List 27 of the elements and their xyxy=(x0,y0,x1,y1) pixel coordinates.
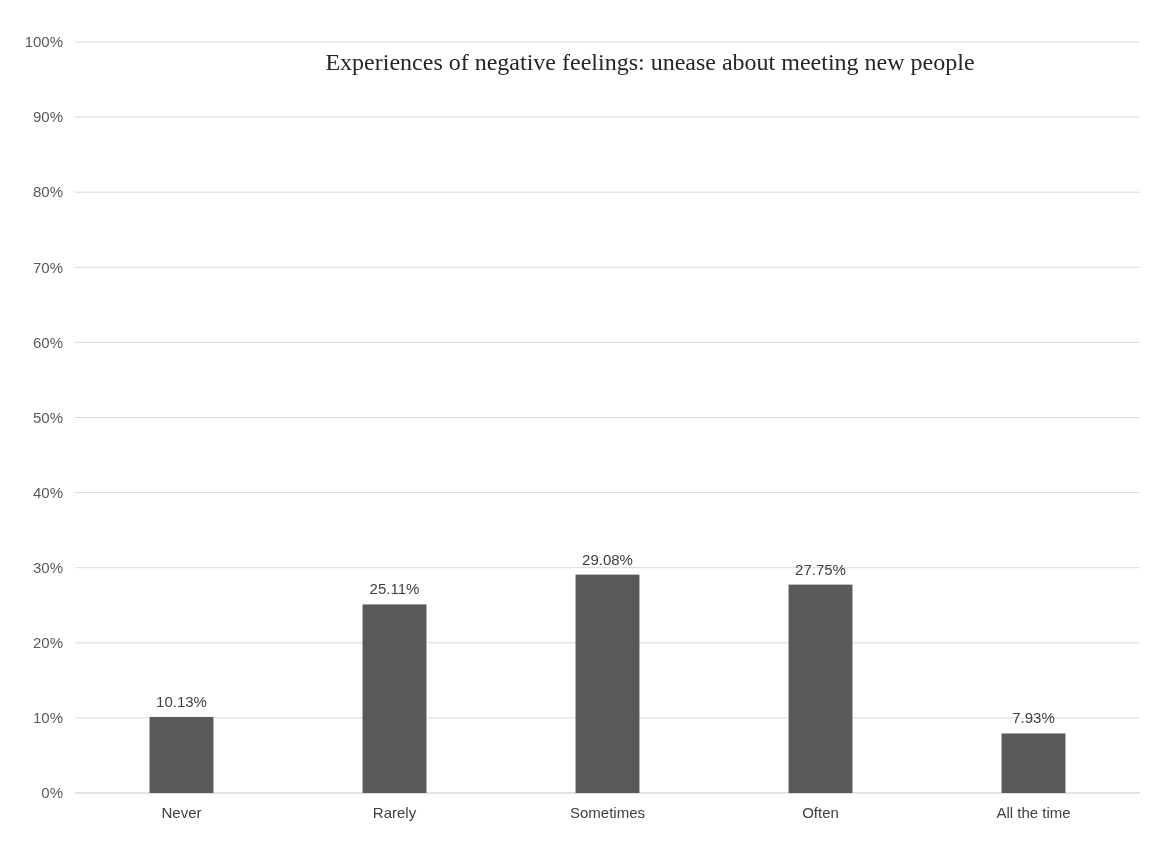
data-label: 7.93% xyxy=(1012,709,1055,727)
x-tick-label: Sometimes xyxy=(569,804,646,821)
bar xyxy=(1001,733,1066,793)
data-label: 27.75% xyxy=(795,560,846,578)
y-tick-label: 90% xyxy=(32,108,63,126)
chart-title: Experiences of negative feelings: unease about meeting new people xyxy=(325,49,975,75)
y-tick-label: 10% xyxy=(32,709,63,727)
x-tick-label: Never xyxy=(161,804,202,821)
y-tick-label: 50% xyxy=(32,408,63,426)
data-label: 10.13% xyxy=(156,692,207,710)
y-tick-label: 20% xyxy=(32,634,63,652)
y-tick-label: 70% xyxy=(32,258,63,276)
y-tick-label: 100% xyxy=(24,33,63,51)
data-label: 29.08% xyxy=(582,550,633,568)
bar xyxy=(575,574,640,793)
bar xyxy=(149,716,214,793)
bar xyxy=(362,604,427,793)
bar xyxy=(788,584,853,793)
y-tick-label: 40% xyxy=(32,483,63,501)
y-tick-label: 60% xyxy=(32,333,63,351)
y-tick-label: 80% xyxy=(32,183,63,201)
y-tick-label: 30% xyxy=(32,558,63,576)
data-label: 25.11% xyxy=(369,580,420,598)
y-tick-label: 0% xyxy=(41,784,63,802)
x-tick-label: Rarely xyxy=(372,804,417,821)
x-tick-label: Often xyxy=(802,804,839,821)
x-tick-label: All the time xyxy=(996,804,1071,821)
